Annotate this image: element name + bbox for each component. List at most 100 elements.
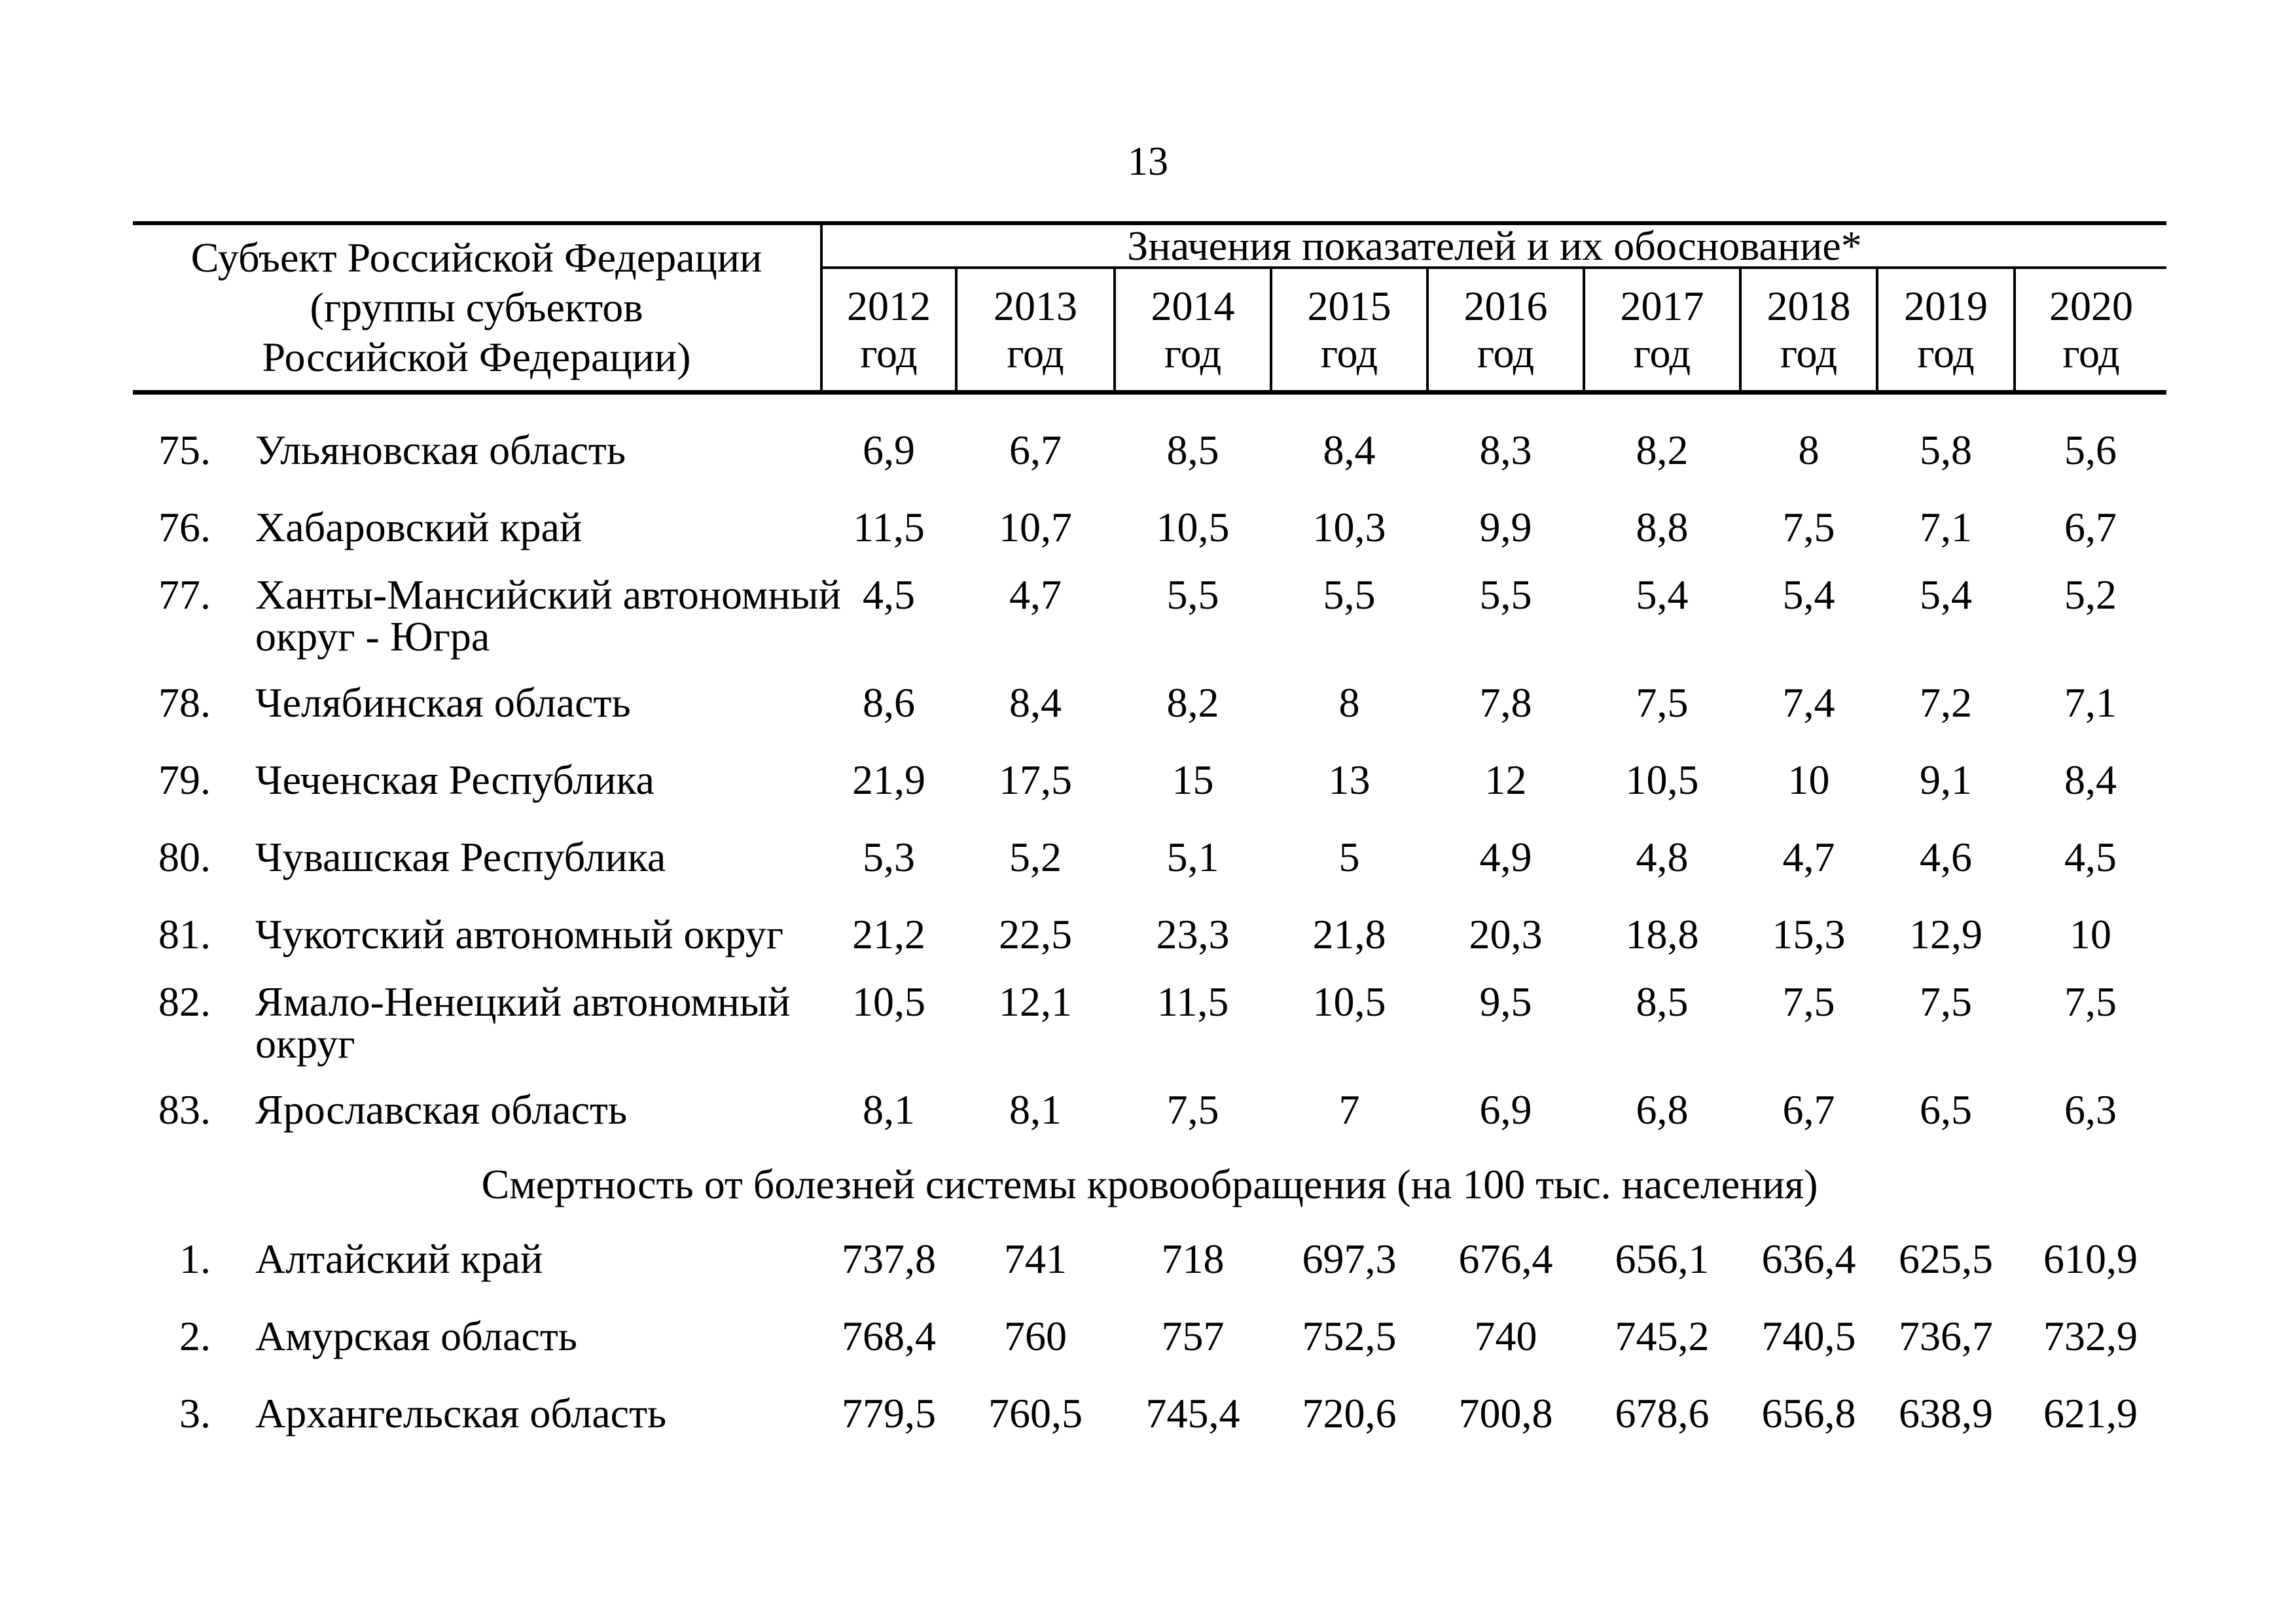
value-cell: 9,5: [1479, 978, 1532, 1025]
value-cell: 7,4: [1782, 679, 1835, 726]
row-number: 83.: [158, 1086, 211, 1133]
value-cell: 625,5: [1899, 1236, 1993, 1282]
value-cell: 768,4: [842, 1313, 936, 1359]
value-cell: 10,5: [1625, 757, 1699, 803]
value-cell: 757: [1161, 1313, 1225, 1359]
value-cell: 21,9: [852, 757, 925, 803]
region-name: Ямало-Ненецкий автономный округ: [255, 978, 791, 1067]
header-row-top: Субъект Российской Федерации (группы суб…: [133, 223, 2167, 395]
value-cell: 736,7: [1899, 1313, 1993, 1359]
value-cell: 732,9: [2043, 1313, 2138, 1359]
value-cell: 638,9: [1899, 1390, 1993, 1436]
row-number: 82.: [158, 978, 211, 1025]
value-cell: 8: [1338, 679, 1360, 726]
table-row: 80. Чувашская Республика 5,3 5,2 5,1 5 4,9 4,8 4…: [133, 819, 2166, 896]
value-cell: 4,7: [1009, 571, 1062, 618]
value-cell: 11,5: [853, 504, 925, 550]
value-cell: 5,5: [1166, 571, 1219, 618]
value-cell: 4,9: [1479, 834, 1532, 880]
region-name: Алтайский край: [255, 1236, 543, 1282]
value-cell: 745,2: [1615, 1313, 1710, 1359]
row-number: 77.: [158, 571, 211, 618]
region-name: Чукотский автономный округ: [255, 911, 784, 957]
row-number: 75.: [158, 427, 211, 473]
row-number: 1.: [179, 1236, 211, 1282]
row-number: 79.: [158, 757, 211, 803]
row-number: 78.: [158, 679, 211, 726]
value-cell: 5,6: [2064, 427, 2117, 473]
value-cell: 621,9: [2043, 1390, 2138, 1436]
value-cell: 6,8: [1636, 1086, 1689, 1133]
value-cell: 17,5: [999, 757, 1072, 803]
value-cell: 5,1: [1166, 834, 1219, 880]
value-cell: 8,1: [863, 1086, 915, 1133]
region-name: Ярославская область: [255, 1086, 628, 1133]
region-name: Челябинская область: [255, 679, 631, 726]
table-row: 82. Ямало-Ненецкий автономный округ 10,5 12…: [133, 973, 2166, 1071]
value-cell: 8,5: [1166, 427, 1219, 473]
value-cell: 737,8: [842, 1236, 936, 1282]
value-cell: 4,5: [2064, 834, 2117, 880]
value-cell: 7: [1338, 1086, 1360, 1133]
section-title: Смертность от болезней системы кровообра…: [481, 1161, 1818, 1207]
value-cell: 6,7: [1782, 1086, 1835, 1133]
table-body: 75. Ульяновская область 6,9 6,7 8,5 8,4 8,3 8,2…: [133, 393, 2166, 1453]
value-cell: 718: [1161, 1236, 1225, 1282]
value-cell: 7,8: [1479, 679, 1532, 726]
table-row: 76. Хабаровский край 11,5 10,7 10,5 10,3 9,9 8,…: [133, 489, 2166, 566]
value-cell: 18,8: [1625, 911, 1699, 957]
value-cell: 6,3: [2064, 1086, 2117, 1133]
value-cell: 8,4: [1009, 679, 1062, 726]
section-title-row: Смертность от болезней системы кровообра…: [133, 1149, 2166, 1221]
table-row: 2. Амурская область 768,4 760 757 752,5 740 745…: [133, 1298, 2166, 1375]
value-cell: 23,3: [1156, 911, 1230, 957]
region-name: Ульяновская область: [255, 427, 626, 473]
value-cell: 10,5: [1156, 504, 1230, 550]
year-header-2012: 2012 год: [821, 268, 956, 395]
values-group-header: Значения показателей и их обоснование*: [821, 223, 2167, 270]
value-cell: 8,8: [1636, 504, 1689, 550]
value-cell: 10: [2070, 911, 2112, 957]
value-cell: 8,1: [1009, 1086, 1062, 1133]
year-header-row: 2012 год 2013 год 2014 год 2015 год 2016 год…: [133, 268, 2167, 395]
region-name: Чеченская Республика: [255, 757, 655, 803]
value-cell: 7,1: [1920, 504, 1972, 550]
value-cell: 656,8: [1761, 1390, 1856, 1436]
value-cell: 10,3: [1312, 504, 1386, 550]
value-cell: 5,4: [1636, 571, 1689, 618]
value-cell: 12: [1484, 757, 1527, 803]
value-cell: 4,7: [1782, 834, 1835, 880]
value-cell: 15,3: [1772, 911, 1846, 957]
value-cell: 7,5: [1782, 504, 1835, 550]
value-cell: 21,2: [852, 911, 925, 957]
value-cell: 21,8: [1312, 911, 1386, 957]
region-name: Архангельская область: [255, 1390, 667, 1436]
value-cell: 20,3: [1469, 911, 1543, 957]
year-header-2020: 2020 год: [2013, 268, 2167, 395]
value-cell: 7,2: [1920, 679, 1972, 726]
value-cell: 610,9: [2043, 1236, 2138, 1282]
value-cell: 5,5: [1479, 571, 1532, 618]
value-cell: 676,4: [1458, 1236, 1553, 1282]
value-cell: 8,5: [1636, 978, 1689, 1025]
table-row: 3. Архангельская область 779,5 760,5 745,4 72…: [133, 1375, 2166, 1452]
value-cell: 8,4: [2064, 757, 2117, 803]
table-header: Субъект Российской Федерации (группы суб…: [133, 223, 2167, 395]
year-header-2019: 2019 год: [1876, 268, 2015, 395]
year-header-2013: 2013 год: [955, 268, 1115, 395]
value-cell: 10,5: [852, 978, 925, 1025]
indicators-table: Субъект Российской Федерации (группы суб…: [133, 221, 2167, 1453]
value-cell: 636,4: [1761, 1236, 1856, 1282]
value-cell: 779,5: [842, 1390, 936, 1436]
page-number: 13: [1128, 139, 1168, 184]
value-cell: 4,6: [1920, 834, 1972, 880]
value-cell: 5,2: [2064, 571, 2117, 618]
value-cell: 5,8: [1920, 427, 1972, 473]
row-number: 76.: [158, 504, 211, 550]
value-cell: 656,1: [1615, 1236, 1710, 1282]
row-number: 80.: [158, 834, 211, 880]
value-cell: 741: [1004, 1236, 1067, 1282]
value-cell: 9,1: [1920, 757, 1972, 803]
year-header-2014: 2014 год: [1113, 268, 1271, 395]
